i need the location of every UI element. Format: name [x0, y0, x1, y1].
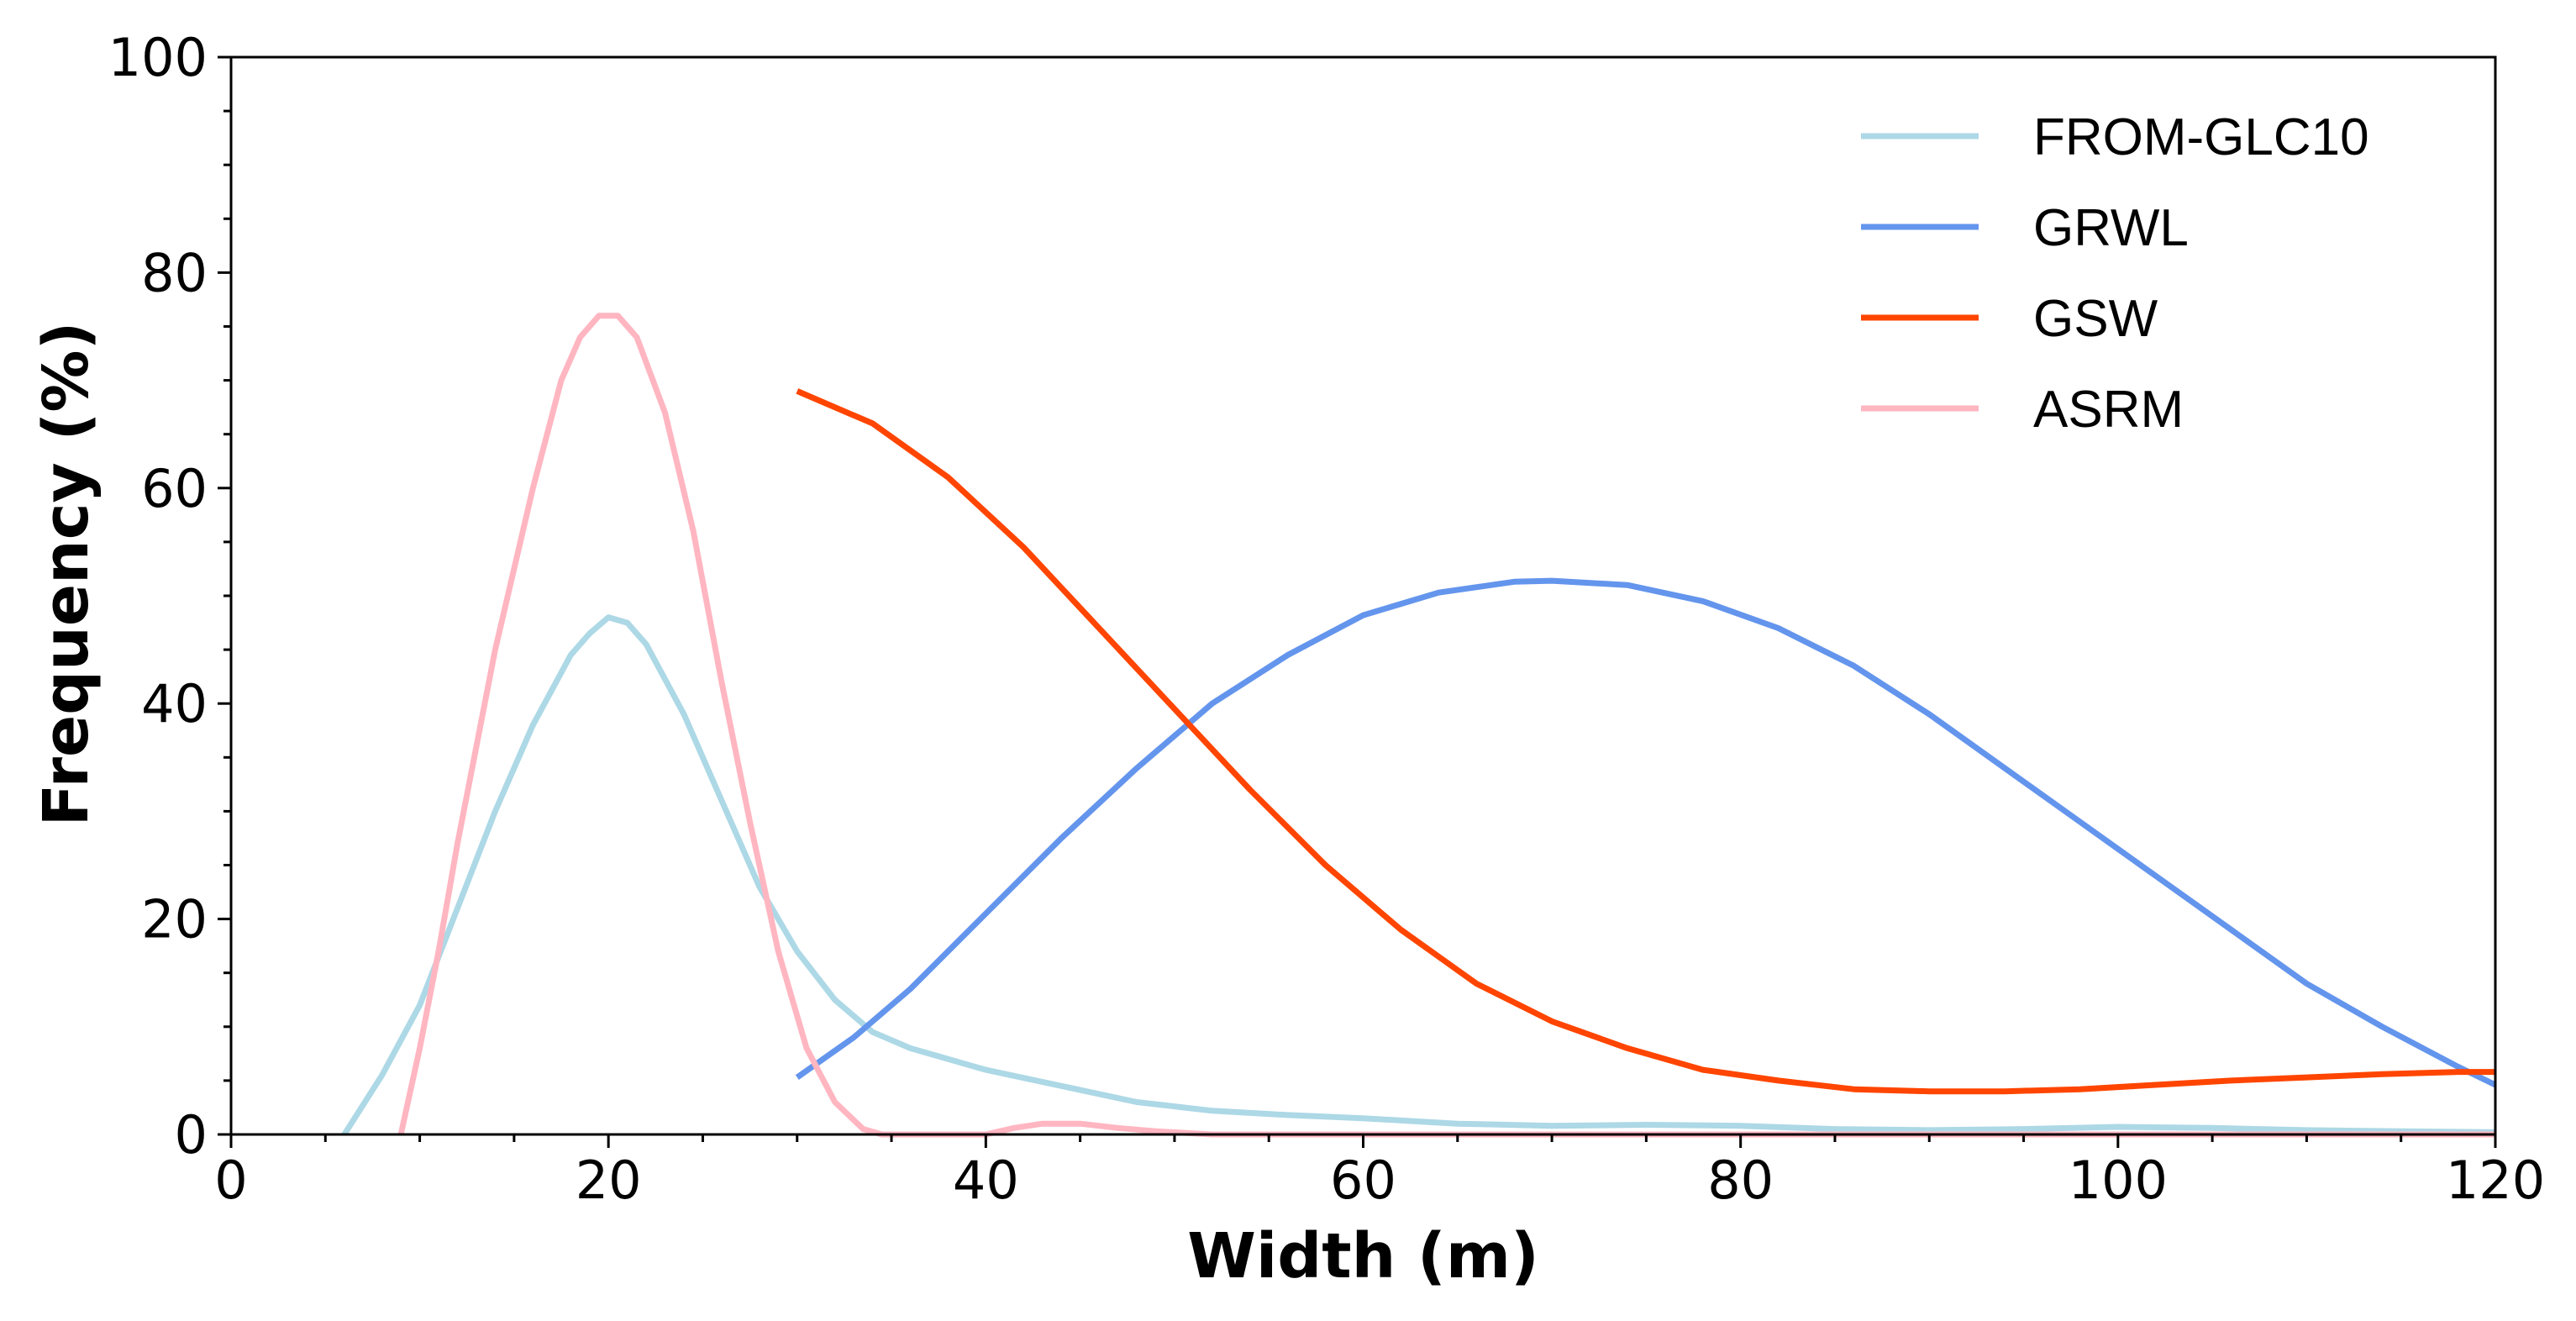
x-tick-label: 20: [576, 1150, 642, 1211]
y-tick-label: 80: [141, 242, 208, 303]
x-tick-label: 80: [1707, 1150, 1774, 1211]
y-tick-label: 40: [141, 673, 208, 734]
y-tick-label: 0: [175, 1104, 208, 1166]
series-line-2: [796, 388, 2495, 1095]
y-tick-label: 100: [108, 27, 208, 88]
ticks-layer: 0 20 40 60 80 100 120 0 20 40 60 80 100: [108, 27, 2546, 1211]
y-axis-title: Frequency (%): [30, 322, 103, 827]
series-line-3: [397, 313, 2495, 1138]
x-tick-label: 40: [953, 1150, 1019, 1211]
x-tick-label: 0: [214, 1150, 247, 1211]
y-tick-label: 60: [141, 458, 208, 519]
legend-label-2: GSW: [2033, 290, 2158, 348]
series-line-1: [795, 577, 2497, 1088]
series-line-0: [341, 614, 2496, 1136]
legend-label-0: FROM-GLC10: [2033, 108, 2369, 166]
x-tick-label: 60: [1330, 1150, 1396, 1211]
legend: FROM-GLC10 GRWL GSW ASRM: [1861, 108, 2369, 439]
legend-label-3: ASRM: [2033, 381, 2184, 439]
x-axis-title: Width (m): [1187, 1220, 1539, 1292]
x-tick-label: 120: [2446, 1150, 2545, 1211]
legend-label-1: GRWL: [2033, 199, 2189, 257]
y-tick-label: 20: [141, 889, 208, 950]
series-layer: [341, 313, 2497, 1138]
x-tick-label: 100: [2069, 1150, 2168, 1211]
